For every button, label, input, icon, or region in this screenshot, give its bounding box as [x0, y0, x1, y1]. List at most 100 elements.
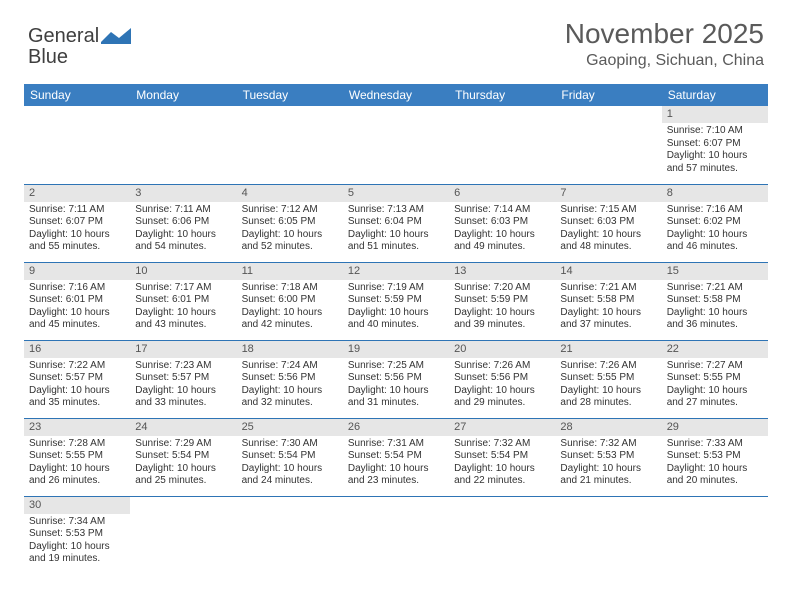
- day-details: Sunrise: 7:25 AMSunset: 5:56 PMDaylight:…: [343, 358, 449, 414]
- calendar-cell: 7Sunrise: 7:15 AMSunset: 6:03 PMDaylight…: [555, 184, 661, 262]
- day-number: 30: [24, 497, 130, 514]
- day-details: Sunrise: 7:20 AMSunset: 5:59 PMDaylight:…: [449, 280, 555, 336]
- calendar-cell: 27Sunrise: 7:32 AMSunset: 5:54 PMDayligh…: [449, 418, 555, 496]
- day-details: Sunrise: 7:29 AMSunset: 5:54 PMDaylight:…: [130, 436, 236, 492]
- calendar-cell: 9Sunrise: 7:16 AMSunset: 6:01 PMDaylight…: [24, 262, 130, 340]
- weekday-header: Wednesday: [343, 84, 449, 106]
- day-number: 16: [24, 341, 130, 358]
- calendar-cell: .: [343, 496, 449, 574]
- calendar-cell: 18Sunrise: 7:24 AMSunset: 5:56 PMDayligh…: [237, 340, 343, 418]
- weekday-header: Saturday: [662, 84, 768, 106]
- day-details: Sunrise: 7:27 AMSunset: 5:55 PMDaylight:…: [662, 358, 768, 414]
- day-number: 13: [449, 263, 555, 280]
- calendar-cell: 3Sunrise: 7:11 AMSunset: 6:06 PMDaylight…: [130, 184, 236, 262]
- day-number: 28: [555, 419, 661, 436]
- day-number: 15: [662, 263, 768, 280]
- calendar-cell: 8Sunrise: 7:16 AMSunset: 6:02 PMDaylight…: [662, 184, 768, 262]
- calendar-cell: 28Sunrise: 7:32 AMSunset: 5:53 PMDayligh…: [555, 418, 661, 496]
- calendar-cell: 25Sunrise: 7:30 AMSunset: 5:54 PMDayligh…: [237, 418, 343, 496]
- calendar-cell: .: [555, 106, 661, 184]
- calendar-cell: 4Sunrise: 7:12 AMSunset: 6:05 PMDaylight…: [237, 184, 343, 262]
- day-details: Sunrise: 7:32 AMSunset: 5:54 PMDaylight:…: [449, 436, 555, 492]
- calendar-cell: 15Sunrise: 7:21 AMSunset: 5:58 PMDayligh…: [662, 262, 768, 340]
- calendar-cell: .: [237, 106, 343, 184]
- calendar-cell: .: [343, 106, 449, 184]
- flag-icon: [101, 26, 135, 53]
- day-number: 19: [343, 341, 449, 358]
- logo-text-general: General: [28, 25, 99, 47]
- calendar-cell: 11Sunrise: 7:18 AMSunset: 6:00 PMDayligh…: [237, 262, 343, 340]
- day-number: 1: [662, 106, 768, 123]
- calendar-cell: 20Sunrise: 7:26 AMSunset: 5:56 PMDayligh…: [449, 340, 555, 418]
- day-details: Sunrise: 7:18 AMSunset: 6:00 PMDaylight:…: [237, 280, 343, 336]
- day-number: 8: [662, 185, 768, 202]
- calendar-cell: 13Sunrise: 7:20 AMSunset: 5:59 PMDayligh…: [449, 262, 555, 340]
- calendar-cell: 19Sunrise: 7:25 AMSunset: 5:56 PMDayligh…: [343, 340, 449, 418]
- calendar-cell: 21Sunrise: 7:26 AMSunset: 5:55 PMDayligh…: [555, 340, 661, 418]
- calendar-cell: 26Sunrise: 7:31 AMSunset: 5:54 PMDayligh…: [343, 418, 449, 496]
- weekday-header: Sunday: [24, 84, 130, 106]
- day-number: 20: [449, 341, 555, 358]
- day-details: Sunrise: 7:10 AMSunset: 6:07 PMDaylight:…: [662, 123, 768, 179]
- calendar-cell: 2Sunrise: 7:11 AMSunset: 6:07 PMDaylight…: [24, 184, 130, 262]
- day-details: Sunrise: 7:11 AMSunset: 6:07 PMDaylight:…: [24, 202, 130, 258]
- day-number: 3: [130, 185, 236, 202]
- day-details: Sunrise: 7:12 AMSunset: 6:05 PMDaylight:…: [237, 202, 343, 258]
- day-number: 22: [662, 341, 768, 358]
- day-details: Sunrise: 7:13 AMSunset: 6:04 PMDaylight:…: [343, 202, 449, 258]
- day-number: 7: [555, 185, 661, 202]
- day-details: Sunrise: 7:14 AMSunset: 6:03 PMDaylight:…: [449, 202, 555, 258]
- day-number: 9: [24, 263, 130, 280]
- day-number: 27: [449, 419, 555, 436]
- calendar-table: SundayMondayTuesdayWednesdayThursdayFrid…: [24, 84, 768, 574]
- day-number: 11: [237, 263, 343, 280]
- day-number: 4: [237, 185, 343, 202]
- day-number: 29: [662, 419, 768, 436]
- calendar-cell: .: [662, 496, 768, 574]
- day-details: Sunrise: 7:22 AMSunset: 5:57 PMDaylight:…: [24, 358, 130, 414]
- day-details: Sunrise: 7:19 AMSunset: 5:59 PMDaylight:…: [343, 280, 449, 336]
- calendar-cell: 22Sunrise: 7:27 AMSunset: 5:55 PMDayligh…: [662, 340, 768, 418]
- day-details: Sunrise: 7:28 AMSunset: 5:55 PMDaylight:…: [24, 436, 130, 492]
- day-number: 2: [24, 185, 130, 202]
- day-details: Sunrise: 7:32 AMSunset: 5:53 PMDaylight:…: [555, 436, 661, 492]
- calendar-cell: 1Sunrise: 7:10 AMSunset: 6:07 PMDaylight…: [662, 106, 768, 184]
- day-details: Sunrise: 7:23 AMSunset: 5:57 PMDaylight:…: [130, 358, 236, 414]
- weekday-header: Monday: [130, 84, 236, 106]
- calendar-cell: 17Sunrise: 7:23 AMSunset: 5:57 PMDayligh…: [130, 340, 236, 418]
- location: Gaoping, Sichuan, China: [565, 52, 764, 70]
- calendar-cell: 23Sunrise: 7:28 AMSunset: 5:55 PMDayligh…: [24, 418, 130, 496]
- day-details: Sunrise: 7:17 AMSunset: 6:01 PMDaylight:…: [130, 280, 236, 336]
- day-number: 14: [555, 263, 661, 280]
- day-number: 18: [237, 341, 343, 358]
- day-details: Sunrise: 7:11 AMSunset: 6:06 PMDaylight:…: [130, 202, 236, 258]
- day-details: Sunrise: 7:15 AMSunset: 6:03 PMDaylight:…: [555, 202, 661, 258]
- day-details: Sunrise: 7:31 AMSunset: 5:54 PMDaylight:…: [343, 436, 449, 492]
- calendar-cell: 16Sunrise: 7:22 AMSunset: 5:57 PMDayligh…: [24, 340, 130, 418]
- day-number: 24: [130, 419, 236, 436]
- calendar-cell: 29Sunrise: 7:33 AMSunset: 5:53 PMDayligh…: [662, 418, 768, 496]
- calendar-cell: 6Sunrise: 7:14 AMSunset: 6:03 PMDaylight…: [449, 184, 555, 262]
- calendar-cell: 12Sunrise: 7:19 AMSunset: 5:59 PMDayligh…: [343, 262, 449, 340]
- day-details: Sunrise: 7:33 AMSunset: 5:53 PMDaylight:…: [662, 436, 768, 492]
- day-number: 25: [237, 419, 343, 436]
- day-number: 6: [449, 185, 555, 202]
- day-number: 21: [555, 341, 661, 358]
- day-details: Sunrise: 7:16 AMSunset: 6:02 PMDaylight:…: [662, 202, 768, 258]
- calendar-cell: 24Sunrise: 7:29 AMSunset: 5:54 PMDayligh…: [130, 418, 236, 496]
- weekday-header: Thursday: [449, 84, 555, 106]
- weekday-header: Tuesday: [237, 84, 343, 106]
- logo: General Blue: [28, 18, 135, 68]
- day-number: 5: [343, 185, 449, 202]
- logo-text-blue: Blue: [28, 46, 68, 68]
- day-details: Sunrise: 7:16 AMSunset: 6:01 PMDaylight:…: [24, 280, 130, 336]
- day-details: Sunrise: 7:26 AMSunset: 5:56 PMDaylight:…: [449, 358, 555, 414]
- day-details: Sunrise: 7:34 AMSunset: 5:53 PMDaylight:…: [24, 514, 130, 570]
- calendar-cell: 5Sunrise: 7:13 AMSunset: 6:04 PMDaylight…: [343, 184, 449, 262]
- day-details: Sunrise: 7:21 AMSunset: 5:58 PMDaylight:…: [555, 280, 661, 336]
- calendar-cell: .: [237, 496, 343, 574]
- calendar-cell: .: [555, 496, 661, 574]
- day-details: Sunrise: 7:24 AMSunset: 5:56 PMDaylight:…: [237, 358, 343, 414]
- day-details: Sunrise: 7:26 AMSunset: 5:55 PMDaylight:…: [555, 358, 661, 414]
- day-number: 12: [343, 263, 449, 280]
